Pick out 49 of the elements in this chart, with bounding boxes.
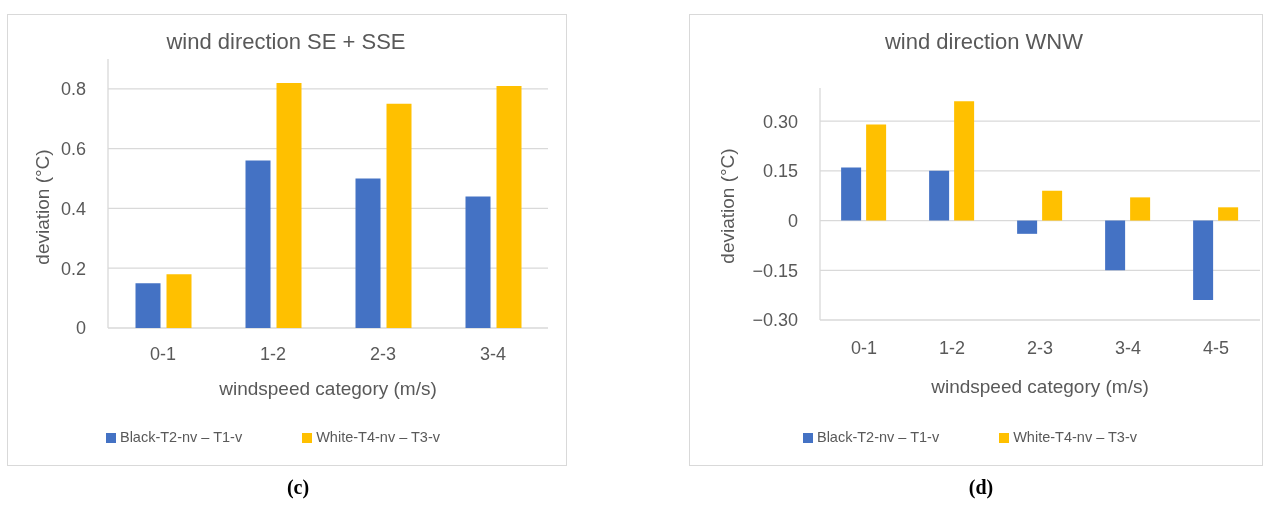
chart-title: wind direction SE + SSE — [165, 29, 407, 55]
bar — [1130, 197, 1151, 221]
bar — [465, 196, 491, 328]
bar — [841, 167, 862, 221]
x-tick-label: 0-1 — [850, 337, 878, 358]
y-axis-title: deviation (°C) — [716, 148, 738, 264]
x-tick-label: 3-4 — [1114, 337, 1142, 358]
bar — [1042, 190, 1063, 221]
x-tick-label: 1-2 — [938, 337, 966, 358]
bar — [1193, 220, 1214, 301]
bar — [355, 178, 381, 328]
x-tick-label: 2-3 — [1026, 337, 1054, 358]
chart-title: wind direction WNW — [883, 29, 1084, 55]
legend-label: Black-T2-nv – T1-v — [119, 429, 243, 445]
x-tick-label: 0-1 — [149, 343, 177, 364]
y-tick-label: 0 — [75, 318, 86, 339]
y-tick-label: 0.4 — [60, 198, 86, 219]
text: (d) — [967, 476, 995, 499]
y-tick-label: −0.30 — [752, 310, 798, 331]
bar — [1105, 220, 1126, 271]
y-tick-label: 0.30 — [762, 111, 798, 132]
x-tick-label: 4-5 — [1202, 337, 1230, 358]
y-axis-title: deviation (°C) — [31, 149, 53, 265]
bar — [929, 170, 950, 221]
y-tick-label: 0 — [787, 210, 798, 231]
legend-label: Black-T2-nv – T1-v — [816, 429, 940, 445]
x-axis-title: windspeed category (m/s) — [218, 378, 437, 399]
text: (c) — [285, 476, 311, 499]
y-tick-label: 0.6 — [60, 139, 86, 160]
x-tick-label: 3-4 — [479, 343, 507, 364]
legend-label: White-T4-nv – T3-v — [1013, 429, 1138, 445]
x-axis-title: windspeed category (m/s) — [930, 376, 1149, 397]
x-tick-label: 1-2 — [259, 343, 287, 364]
bar — [135, 283, 161, 328]
bar — [276, 82, 302, 328]
bar — [954, 101, 975, 221]
bar — [496, 85, 522, 328]
y-tick-label: 0.8 — [60, 79, 86, 100]
x-tick-label: 2-3 — [369, 343, 397, 364]
legend-label: White-T4-nv – T3-v — [316, 429, 441, 445]
bar — [866, 124, 887, 221]
bar — [386, 103, 412, 328]
bar — [1017, 220, 1038, 234]
y-tick-label: −0.15 — [752, 260, 798, 281]
y-tick-label: 0.15 — [762, 161, 798, 182]
y-tick-label: 0.2 — [60, 258, 86, 279]
bar — [1218, 207, 1239, 221]
bar — [166, 274, 192, 328]
bar — [245, 160, 271, 328]
